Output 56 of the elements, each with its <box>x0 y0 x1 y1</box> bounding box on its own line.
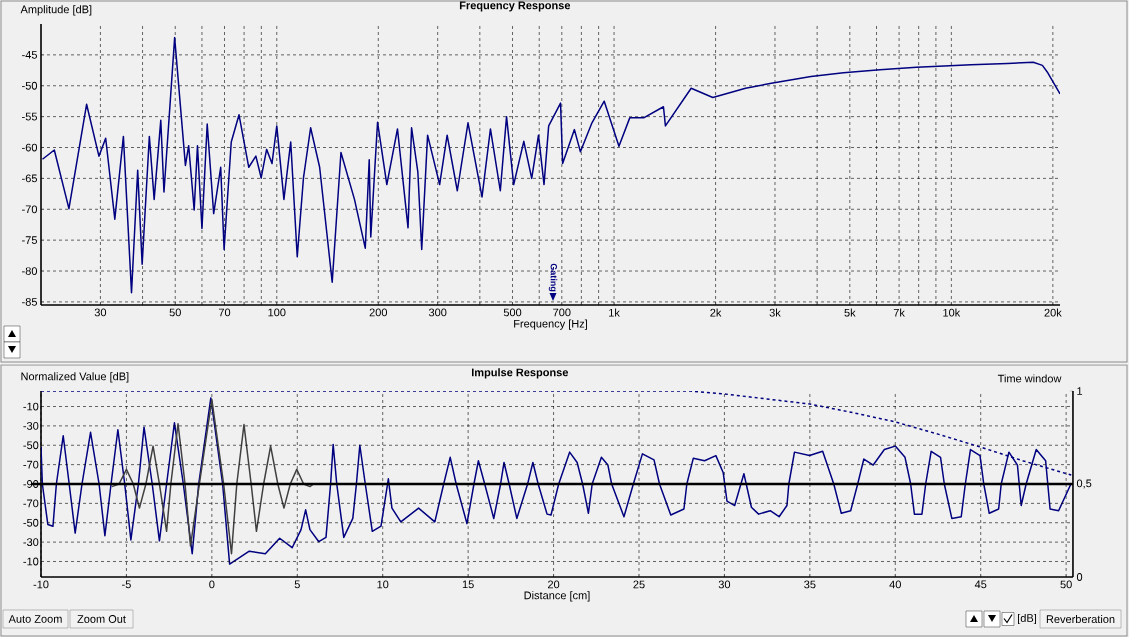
x-tick-label: 10k <box>943 308 961 317</box>
x-tick-label: 50 <box>169 308 181 317</box>
x-tick-label: 20k <box>1044 308 1062 317</box>
y-axis-title: Amplitude [dB] <box>20 5 92 16</box>
x-axis-title: Distance [cm] <box>524 591 590 602</box>
y2-axis-title: Time window <box>997 374 1062 383</box>
chart-title: Impulse Response <box>471 368 569 379</box>
y-tick-label: -65 <box>22 174 37 183</box>
x-tick-label: 500 <box>503 308 522 317</box>
x-tick-label: -5 <box>122 580 131 589</box>
text: -30 <box>23 538 39 547</box>
text: [dB] <box>1018 613 1037 625</box>
y-tick-label: -70 <box>22 205 38 214</box>
text: Auto Zoom <box>8 615 62 623</box>
x-tick-label: 45 <box>974 580 987 589</box>
x-tick-label: 5 <box>294 580 300 589</box>
text: -10 <box>23 557 39 566</box>
text: Reverberation <box>1046 614 1115 624</box>
x-tick-label: 50 <box>1060 580 1072 589</box>
x-tick-label: 7k <box>893 308 905 317</box>
y-tick-label: -80 <box>22 267 38 275</box>
y-tick-label: -75 <box>22 236 37 244</box>
x-tick-label: 200 <box>369 308 388 317</box>
x-tick-label: 70 <box>218 308 231 317</box>
x-tick-label: 30 <box>94 308 107 317</box>
x-tick-label: 10 <box>377 580 389 589</box>
x-tick-label: -10 <box>33 580 49 589</box>
text: Zoom Out <box>77 615 126 623</box>
x-tick-label: 15 <box>462 580 474 589</box>
text: -30 <box>23 422 39 430</box>
x-tick-label: 2k <box>710 308 722 317</box>
y2-tick-label: 0,5 <box>1076 479 1092 489</box>
x-tick-label: 100 <box>268 308 286 317</box>
y2-tick-label: 0 <box>1076 573 1083 581</box>
y2-tick-label: 1 <box>1077 387 1083 395</box>
y-tick-label: -85 <box>22 298 37 306</box>
y-tick-label: -50 <box>22 81 38 90</box>
chart-title: Frequency Response <box>459 1 571 12</box>
x-tick-label: 300 <box>428 308 447 317</box>
x-tick-label: 20 <box>548 580 560 589</box>
x-axis-title: Frequency [Hz] <box>514 319 588 330</box>
x-tick-label: 35 <box>804 580 816 589</box>
annotation: Gating <box>548 263 558 292</box>
x-tick-label: 30 <box>718 580 731 589</box>
y-tick-label: -55 <box>22 112 37 121</box>
x-tick-label: 700 <box>553 308 571 317</box>
y-tick-label: -45 <box>22 51 37 59</box>
x-tick-label: 1k <box>609 308 620 317</box>
x-tick-label: 40 <box>889 580 901 589</box>
y-tick-label: -60 <box>22 143 38 152</box>
x-tick-label: 0 <box>209 580 215 589</box>
text: -10 <box>23 402 39 411</box>
x-tick-label: 5k <box>844 308 856 317</box>
x-tick-label: 25 <box>633 580 645 589</box>
y-axis-title: Normalized Value [dB] <box>21 372 129 383</box>
x-tick-label: 3k <box>769 308 781 317</box>
